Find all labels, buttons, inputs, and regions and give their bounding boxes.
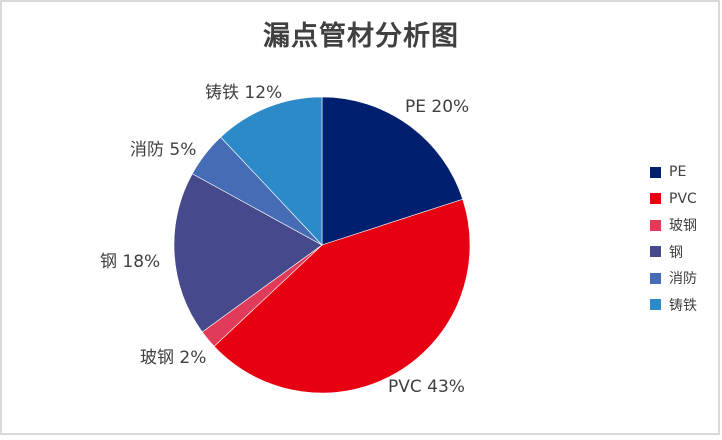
- legend-label: 钢: [669, 244, 683, 261]
- legend-label: PE: [669, 164, 687, 181]
- legend-swatch: [650, 166, 661, 178]
- legend-item-steel[interactable]: 钢: [650, 239, 697, 266]
- legend-swatch: [650, 193, 661, 205]
- legend-swatch: [650, 246, 661, 258]
- legend: PE PVC 玻钢 钢 消防 铸铁: [650, 159, 697, 318]
- label-pvc: PVC 43%: [388, 377, 465, 397]
- legend-label: 玻钢: [669, 218, 697, 235]
- pie-slice-3[interactable]: [173, 173, 323, 333]
- legend-swatch: [650, 299, 661, 311]
- label-fire: 消防 5%: [130, 140, 197, 160]
- legend-swatch: [650, 219, 661, 231]
- label-castiron: 铸铁 12%: [205, 83, 283, 103]
- legend-swatch: [650, 272, 661, 284]
- legend-item-pvc[interactable]: PVC: [650, 186, 697, 213]
- chart-title: 漏点管材分析图: [263, 21, 459, 52]
- pie-slice-1[interactable]: [213, 198, 471, 394]
- pie-slice-0[interactable]: [321, 96, 464, 246]
- label-pe: PE 20%: [405, 97, 470, 117]
- legend-label: 铸铁: [669, 297, 697, 314]
- legend-item-pe[interactable]: PE: [650, 159, 697, 186]
- legend-item-castiron[interactable]: 铸铁: [650, 292, 697, 319]
- legend-label: 消防: [669, 271, 697, 288]
- pie-slice-5[interactable]: [220, 96, 323, 246]
- label-frp: 玻钢 2%: [140, 348, 207, 368]
- legend-label: PVC: [669, 190, 697, 207]
- legend-item-frp[interactable]: 玻钢: [650, 212, 697, 239]
- label-steel: 钢 18%: [100, 252, 161, 272]
- legend-item-fire[interactable]: 消防: [650, 265, 697, 292]
